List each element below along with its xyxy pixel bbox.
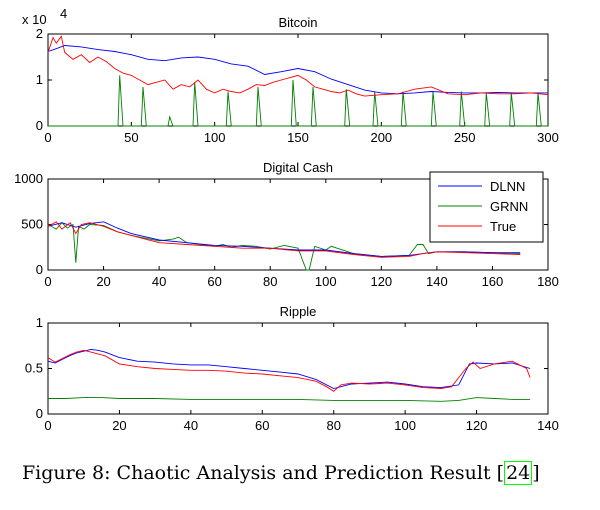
digital-cash-series-grnn: [47, 222, 521, 271]
ripple-xtick-label: 80: [326, 418, 340, 433]
bitcoin-series-dlnn: [47, 45, 548, 95]
figure-caption: Figure 8: Chaotic Analysis and Predictio…: [22, 461, 540, 485]
digital-cash-xtick-label: 140: [426, 274, 448, 289]
ripple-xtick-label: 140: [537, 418, 559, 433]
ripple-series-true: [47, 349, 531, 392]
digital-cash-series-true: [47, 221, 521, 258]
ripple-xtick-label: 120: [466, 418, 488, 433]
digital-cash-xtick-label: 0: [44, 274, 51, 289]
digital-cash-xtick-label: 160: [482, 274, 504, 289]
digital-cash-xtick-label: 80: [263, 274, 277, 289]
ripple-series-dlnn: [47, 348, 531, 389]
legend-label-grnn: GRNN: [490, 199, 528, 214]
digital-cash-legend-box: [429, 171, 544, 243]
ripple-ytick-label: 0: [36, 406, 43, 421]
legend-label-dlnn: DLNN: [490, 179, 525, 194]
bitcoin-ytick-label: 1: [36, 72, 43, 87]
bitcoin-xtick-label: 50: [124, 130, 138, 145]
digital-cash-ytick-label: 1000: [14, 171, 43, 186]
bitcoin-ytick-label: 0: [36, 118, 43, 133]
bitcoin-xtick-label: 300: [537, 130, 559, 145]
digital-cash-ytick-label: 0: [36, 262, 43, 277]
ripple-xtick-label: 40: [184, 418, 198, 433]
citation-link[interactable]: 24: [504, 461, 533, 485]
bitcoin-axes-box: [47, 33, 549, 127]
ripple-ytick-label: 1: [36, 315, 43, 330]
digital-cash-xtick-label: 20: [96, 274, 110, 289]
chart-ripple: Ripple 0 20 40 60 80 100 120 140 0 0.5 1: [25, 304, 559, 433]
ripple-ytick-label: 0.5: [25, 361, 43, 376]
digital-cash-xtick-label: 120: [370, 274, 392, 289]
bitcoin-series-true: [47, 35, 549, 97]
caption-prefix: Figure 8: Chaotic Analysis and Predictio…: [22, 462, 505, 484]
chart-digital-cash: Digital Cash 0 20 40 60 80 100 120 140 160 180 0 500…: [14, 160, 559, 289]
digital-cash-title: Digital Cash: [263, 160, 333, 175]
caption-suffix: ]: [532, 462, 540, 484]
bitcoin-xtick-label: 250: [454, 130, 476, 145]
digital-cash-xtick-label: 40: [152, 274, 166, 289]
bitcoin-xtick-label: 150: [287, 130, 309, 145]
legend-label-true: True: [490, 219, 516, 234]
bitcoin-exponent-label: x 10: [22, 12, 47, 27]
ripple-xtick-label: 20: [112, 418, 126, 433]
bitcoin-ytick-label: 2: [36, 26, 43, 41]
bitcoin-title: Bitcoin: [278, 15, 317, 30]
digital-cash-ytick-label: 500: [21, 217, 43, 232]
ripple-series-grnn: [48, 397, 531, 402]
ripple-xtick-label: 60: [255, 418, 269, 433]
ripple-axes-box: [47, 322, 549, 415]
bitcoin-series-grnn: [48, 75, 548, 127]
digital-cash-xtick-label: 180: [537, 274, 559, 289]
bitcoin-exponent-power: 4: [60, 6, 67, 21]
ripple-xtick-label: 0: [44, 418, 51, 433]
ripple-title: Ripple: [280, 304, 317, 319]
digital-cash-xtick-label: 100: [315, 274, 337, 289]
bitcoin-xtick-label: 200: [370, 130, 392, 145]
bitcoin-xtick-label: 100: [204, 130, 226, 145]
bitcoin-xtick-label: 0: [44, 130, 51, 145]
ripple-xtick-label: 100: [394, 418, 416, 433]
digital-cash-xtick-label: 60: [207, 274, 221, 289]
chart-bitcoin: Bitcoin 0 50 100 150 200 250 300 0 1 2x 10 4: [22, 6, 559, 145]
